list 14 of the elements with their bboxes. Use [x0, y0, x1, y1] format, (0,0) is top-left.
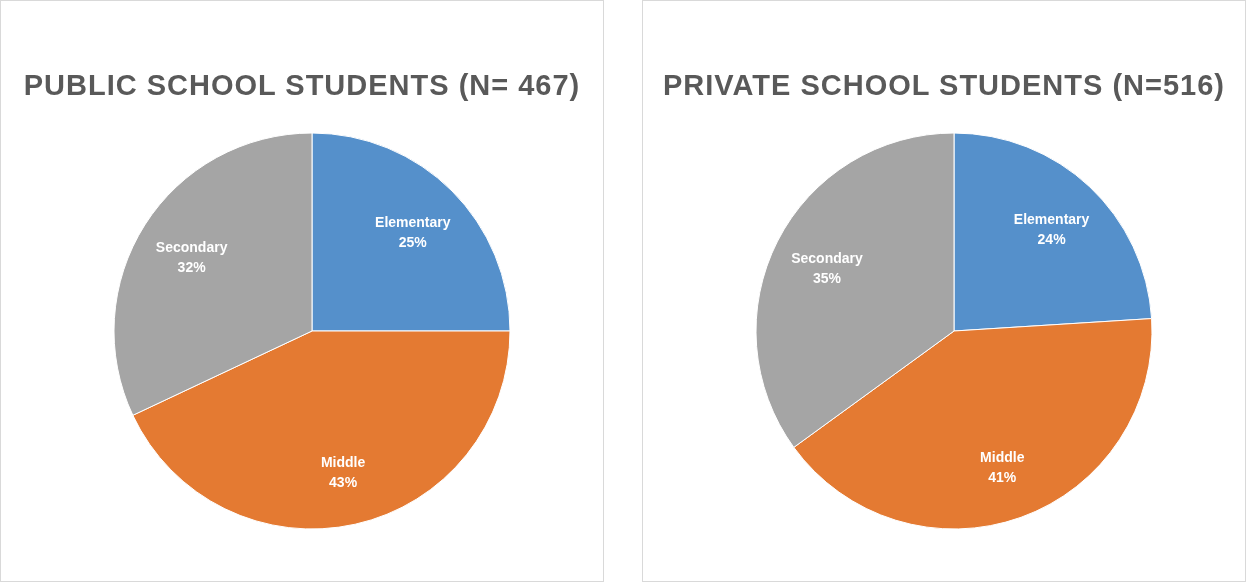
data-label: 32% — [177, 258, 207, 275]
chart-title: PRIVATE SCHOOL STUDENTS (N=516) — [662, 69, 1226, 102]
data-label: 35% — [812, 270, 842, 287]
data-label: 24% — [1037, 231, 1067, 248]
data-label: 41% — [988, 469, 1017, 486]
data-label: 25% — [398, 234, 428, 251]
slice-label: Middle — [980, 449, 1025, 466]
slice-label: Elementary — [375, 214, 451, 231]
slice-label: Elementary — [1013, 211, 1090, 228]
slice-label: Secondary — [791, 250, 863, 267]
chart-title: PUBLIC SCHOOL STUDENTS (N= 467) — [22, 69, 582, 102]
data-label: 43% — [329, 474, 358, 491]
slice-label: Middle — [320, 454, 366, 471]
slice-label: Secondary — [155, 238, 228, 255]
